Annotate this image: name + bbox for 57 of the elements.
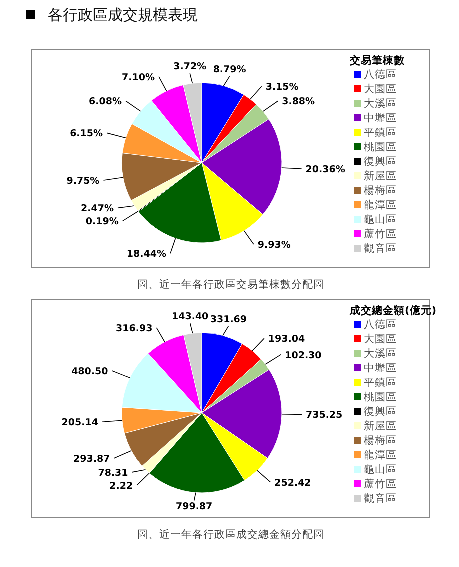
- data-label: 8.79%: [213, 64, 247, 76]
- data-label: 2.47%: [81, 204, 114, 215]
- data-label: 7.10%: [122, 72, 156, 84]
- data-label: 2.22: [110, 480, 134, 492]
- data-label: 193.04: [268, 334, 306, 346]
- data-label: 293.87: [74, 454, 110, 465]
- legend-label: 八德區: [364, 319, 397, 331]
- data-label: 9.75%: [66, 176, 100, 188]
- data-label: 799.87: [176, 502, 213, 513]
- legend-label: 桃園區: [364, 392, 397, 404]
- text: 圖、近一年各行政區交易筆棟數分配圖: [138, 278, 324, 291]
- legend-label: 大園區: [364, 82, 397, 96]
- chart-title: 各行政區成交規模表現: [48, 6, 198, 24]
- legend-label: 平鎮區: [364, 377, 397, 389]
- data-label: 0.19%: [86, 216, 120, 228]
- data-label: 9.93%: [258, 240, 292, 252]
- data-label: 20.36%: [306, 164, 346, 176]
- data-label: 6.15%: [70, 128, 104, 140]
- data-label: 3.72%: [174, 62, 208, 73]
- legend-label: 楊梅區: [364, 185, 397, 197]
- legend-label: 大園區: [364, 332, 397, 346]
- legend-label: 觀音區: [364, 492, 397, 505]
- data-label: 735.25: [306, 410, 343, 422]
- data-label: 252.42: [274, 478, 312, 489]
- legend-label: 龜山區: [364, 213, 397, 226]
- data-label: 3.15%: [266, 82, 300, 94]
- data-label: 6.08%: [89, 96, 122, 108]
- legend-label: 蘆竹區: [364, 478, 397, 490]
- data-label: 316.93: [116, 323, 153, 334]
- data-label: 143.40: [172, 312, 210, 323]
- legend-label: 大溪區: [364, 97, 397, 110]
- legend-label: 龍潭區: [364, 198, 397, 212]
- legend-label: 龍潭區: [364, 448, 397, 462]
- legend-label: 蘆竹區: [364, 228, 397, 240]
- legend-label: 中壢區: [364, 362, 397, 374]
- legend-label: 復興區: [364, 156, 397, 168]
- legend-label: 桃園區: [364, 142, 397, 154]
- legend-label: 新屋區: [364, 170, 397, 182]
- legend-label: 中壢區: [364, 112, 397, 124]
- legend-label: 楊梅區: [364, 435, 397, 447]
- data-label: 78.31: [98, 468, 128, 479]
- legend-label: 大溪區: [364, 347, 397, 360]
- text: 圖、近一年各行政區成交總金額分配圖: [138, 528, 324, 541]
- data-label: 205.14: [62, 418, 99, 429]
- legend-label: 平鎮區: [364, 127, 397, 139]
- legend-label: 觀音區: [364, 242, 397, 255]
- data-label: 18.44%: [126, 249, 167, 260]
- legend-label: 復興區: [364, 406, 397, 418]
- legend-label: 龜山區: [364, 463, 397, 476]
- legend-label: 八德區: [364, 69, 397, 81]
- data-label: 102.30: [285, 350, 322, 362]
- data-label: 3.88%: [282, 96, 316, 108]
- legend-label: 新屋區: [364, 420, 397, 432]
- data-label: 331.69: [210, 314, 248, 326]
- legend-title: 交易筆棟數: [349, 54, 406, 67]
- data-label: 480.50: [72, 366, 109, 378]
- legend-title: 成交總金額(億元): [349, 304, 437, 317]
